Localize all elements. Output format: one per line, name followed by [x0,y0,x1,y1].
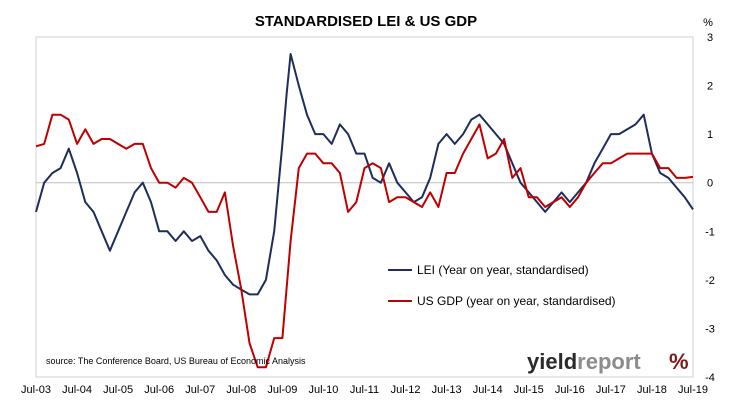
y-axis-unit: % [703,17,713,29]
x-tick-label: Jul-14 [473,384,503,396]
x-tick-label: Jul-16 [555,384,585,396]
x-tick-label: Jul-11 [350,384,379,396]
y-tick-label: -2 [705,275,715,287]
x-tick-label: Jul-06 [144,384,174,396]
y-axis: 3 2 1 0 -1 -2 -3 -4 [705,32,715,384]
x-tick-label: Jul-13 [432,384,462,396]
y-tick-label: 0 [707,178,713,190]
legend: LEI (Year on year, standardised) US GDP … [388,263,616,308]
y-tick-label: -1 [705,226,715,238]
chart-title: STANDARDISED LEI & US GDP [255,13,477,30]
x-tick-label: Jul-18 [637,384,667,396]
series-lines [35,53,694,369]
x-tick-label: Jul-07 [185,384,215,396]
x-tick-label: Jul-10 [308,384,338,396]
x-tick-label: Jul-08 [226,384,256,396]
x-tick-label: Jul-04 [62,384,92,396]
plot-area [35,36,694,378]
x-axis: Jul-03 Jul-04 Jul-05 Jul-06 Jul-07 Jul-08 Jul-… [21,384,708,396]
logo-percent-icon: % [669,349,689,374]
x-tick-label: Jul-03 [21,384,51,396]
x-tick-label: Jul-19 [678,384,708,396]
y-tick-label: 2 [707,81,713,93]
x-tick-label: Jul-17 [596,384,626,396]
legend-label-gdp: US GDP (year on year, standardised) [417,294,616,308]
source-note: source: The Conference Board, US Bureau … [46,356,306,366]
y-tick-label: 3 [707,32,713,44]
x-tick-label: Jul-05 [103,384,133,396]
x-tick-label: Jul-12 [391,384,421,396]
x-tick-label: Jul-15 [514,384,544,396]
y-tick-label: 1 [707,129,713,141]
y-tick-label: -4 [705,372,715,384]
lei-series-line [35,53,694,296]
gdp-series-line [35,113,694,369]
yieldreport-logo: yieldreport % [527,349,689,374]
legend-label-lei: LEI (Year on year, standardised) [417,263,589,277]
logo-text-light: report [577,349,641,374]
logo-text-dark: yield [527,349,577,374]
svg-text:yieldreport: yieldreport [527,349,641,374]
x-tick-label: Jul-09 [267,384,297,396]
y-tick-label: -3 [705,323,715,335]
